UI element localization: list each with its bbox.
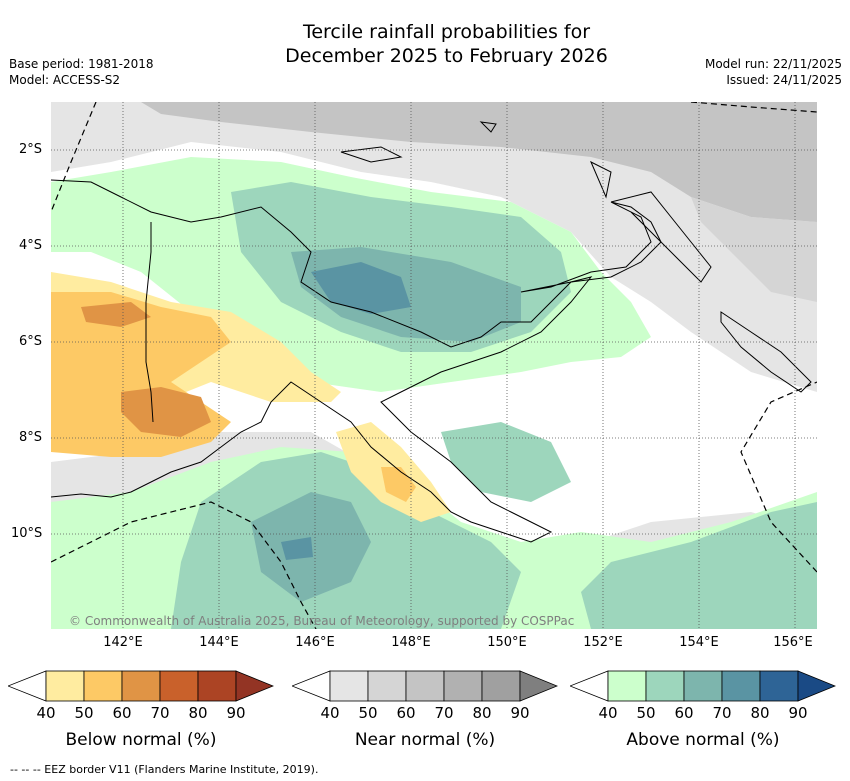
- above-bin-80-90: [759, 670, 799, 702]
- lon-label-142e: 142°E: [103, 635, 143, 650]
- above-normal-80-south: [281, 537, 313, 560]
- below-normal-label: Below normal (%): [65, 730, 217, 750]
- base-period: Base period: 1981-2018: [9, 57, 154, 71]
- map-title: Tercile rainfall probabilities for Decem…: [0, 20, 850, 68]
- eez-border-east: [690, 102, 817, 573]
- near-tick-80: 80: [472, 704, 492, 722]
- below-normal-70-north: [81, 302, 151, 327]
- graticule: [51, 102, 817, 629]
- lat-label-6s: 6°S: [19, 334, 43, 349]
- near-normal-60-region: [141, 102, 817, 222]
- below-tick-50: 50: [74, 704, 94, 722]
- near-bin-80-90: [481, 670, 521, 702]
- lat-label-4s: 4°S: [19, 238, 43, 253]
- above-bin-50-60: [645, 670, 685, 702]
- eez-border-west: [51, 102, 97, 213]
- lon-label-146e: 146°E: [295, 635, 335, 650]
- above-normal-colorbar: [570, 670, 836, 702]
- above-tick-50: 50: [636, 704, 656, 722]
- border-line: [145, 222, 154, 423]
- below-tick-80: 80: [188, 704, 208, 722]
- new-ireland-coast: [610, 191, 712, 283]
- near-normal-colorbar: [292, 670, 558, 702]
- near-normal-label: Near normal (%): [354, 730, 496, 750]
- below-bin-70-80: [159, 670, 199, 702]
- bougainville-coast: [720, 311, 812, 393]
- model-name: Model: ACCESS-S2: [9, 73, 121, 87]
- lon-label-156e: 156°E: [773, 635, 813, 650]
- rainfall-map: [51, 102, 817, 629]
- lat-label-8s: 8°S: [19, 430, 43, 445]
- near-tick-70: 70: [434, 704, 454, 722]
- lon-label-154e: 154°E: [679, 635, 719, 650]
- below-bin-40-50: [45, 670, 85, 702]
- lon-label-150e: 150°E: [487, 635, 527, 650]
- near-bin-40-50: [329, 670, 369, 702]
- above-bin-60-70: [683, 670, 723, 702]
- above-tick-40: 40: [598, 704, 618, 722]
- eez-footnote: -- -- -- EEZ border V11 (Flanders Marine…: [10, 763, 319, 776]
- above-bin-under: [570, 670, 609, 702]
- below-bin-60-70: [121, 670, 161, 702]
- lon-label-148e: 148°E: [391, 635, 431, 650]
- above-tick-60: 60: [674, 704, 694, 722]
- above-tick-70: 70: [712, 704, 732, 722]
- above-normal-60-east: [441, 422, 571, 502]
- near-tick-60: 60: [396, 704, 416, 722]
- above-normal-60-southeast: [581, 502, 817, 629]
- near-bin-over: [519, 670, 558, 702]
- below-tick-70: 70: [150, 704, 170, 722]
- near-bin-60-70: [405, 670, 445, 702]
- lat-label-10s: 10°S: [11, 526, 43, 541]
- model-run: Model run: 22/11/2025: [704, 57, 842, 71]
- above-bin-over: [797, 670, 836, 702]
- meta-right: Model run: 22/11/2025 Issued: 24/11/2025: [705, 56, 842, 88]
- above-tick-90: 90: [788, 704, 808, 722]
- above-bin-40-50: [607, 670, 647, 702]
- near-bin-under: [292, 670, 331, 702]
- below-bin-over: [235, 670, 274, 702]
- above-tick-80: 80: [750, 704, 770, 722]
- below-bin-50-60: [83, 670, 123, 702]
- lon-label-152e: 152°E: [583, 635, 623, 650]
- below-bin-80-90: [197, 670, 237, 702]
- near-bin-50-60: [367, 670, 407, 702]
- meta-left: Base period: 1981-2018 Model: ACCESS-S2: [9, 56, 154, 88]
- below-tick-90: 90: [226, 704, 246, 722]
- northern-islands: [340, 121, 612, 199]
- lat-label-2s: 2°S: [19, 142, 43, 157]
- below-normal-colorbar: [8, 670, 274, 702]
- title-line-2: December 2025 to February 2026: [285, 45, 608, 67]
- near-tick-50: 50: [358, 704, 378, 722]
- eez-border-south: [51, 501, 317, 629]
- copyright-notice: © Commonwealth of Australia 2025, Bureau…: [69, 614, 575, 628]
- near-tick-40: 40: [320, 704, 340, 722]
- png-coastline: [51, 179, 593, 543]
- above-normal-80-region: [311, 262, 411, 314]
- below-bin-under: [8, 670, 47, 702]
- below-tick-40: 40: [36, 704, 56, 722]
- near-bin-70-80: [443, 670, 483, 702]
- title-line-1: Tercile rainfall probabilities for: [302, 21, 591, 43]
- issued-date: Issued: 24/11/2025: [726, 73, 842, 87]
- lon-label-144e: 144°E: [199, 635, 239, 650]
- below-normal-70-region: [121, 387, 211, 437]
- new-britain-coast: [520, 201, 662, 293]
- below-tick-60: 60: [112, 704, 132, 722]
- near-normal-50-region: [691, 197, 817, 302]
- above-normal-label: Above normal (%): [626, 730, 780, 750]
- near-tick-90: 90: [510, 704, 530, 722]
- above-bin-70-80: [721, 670, 761, 702]
